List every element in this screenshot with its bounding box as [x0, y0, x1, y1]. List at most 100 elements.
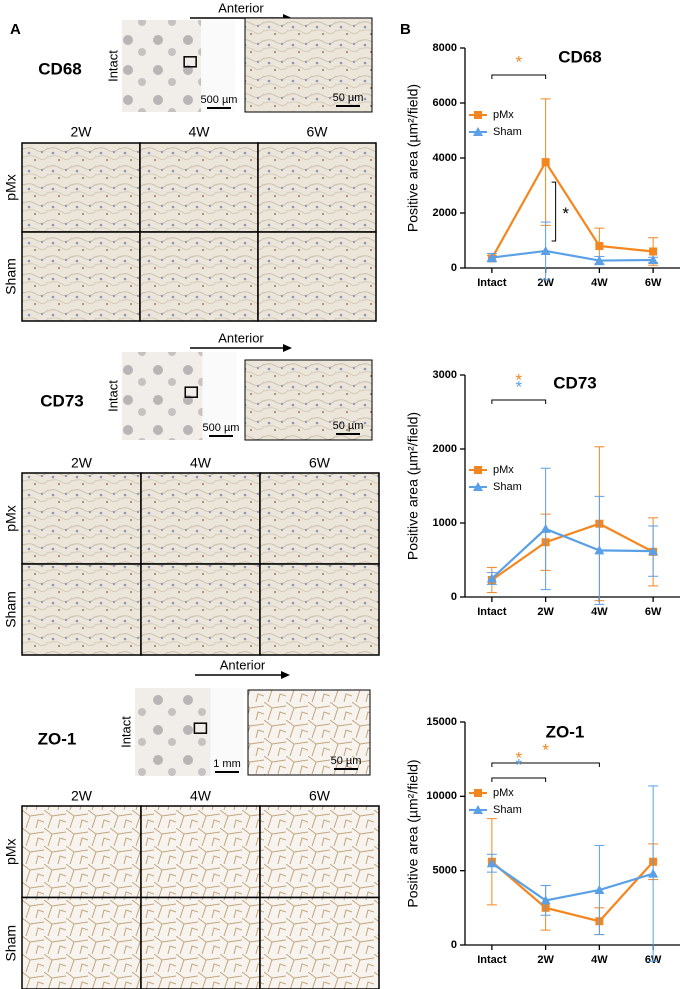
marker-label: ZO-1	[38, 729, 77, 748]
legend-label: Sham	[493, 804, 522, 816]
arrow-head	[281, 671, 290, 679]
column-label: 2W	[71, 124, 93, 140]
micrograph	[21, 896, 142, 989]
column-label: 4W	[190, 455, 212, 471]
data-point	[540, 895, 551, 905]
micrograph	[259, 563, 380, 656]
significance-star: *	[515, 755, 522, 774]
micrograph	[259, 896, 380, 989]
marker-label: CD68	[38, 59, 81, 78]
data-point	[540, 523, 551, 533]
column-label: 2W	[71, 455, 93, 471]
chart-title: CD68	[558, 47, 601, 66]
significance-bracket	[491, 399, 547, 404]
intact-label: Intact	[118, 716, 133, 748]
zoom-box	[183, 56, 197, 68]
legend-marker	[473, 127, 483, 136]
data-point	[486, 252, 497, 262]
series-line	[491, 249, 654, 262]
column-label: 4W	[190, 788, 212, 804]
x-tick-label: Intact	[477, 606, 507, 618]
legend-label: Sham	[493, 126, 522, 138]
y-tick-label: 0	[451, 262, 457, 274]
x-tick-label: 2W	[537, 954, 554, 966]
chart-title: ZO-1	[546, 722, 585, 741]
y-tick-label: 2000	[433, 443, 457, 455]
scale-label: 500 µm	[201, 94, 238, 106]
row-label: pMx	[3, 505, 19, 531]
x-tick-label: Intact	[477, 954, 507, 966]
y-tick-label: 0	[451, 591, 457, 603]
micrograph	[259, 805, 380, 899]
x-tick-label: 4W	[591, 954, 608, 966]
overview-tissue-edge	[201, 20, 235, 112]
micrograph	[257, 231, 377, 322]
intact-label: Intact	[105, 50, 120, 82]
y-axis-label: Positive area (µm²/field)	[405, 759, 421, 907]
legend-marker	[473, 805, 483, 814]
data-point	[594, 545, 605, 555]
y-tick-label: 5000	[433, 865, 457, 877]
series-line	[491, 522, 654, 581]
micrograph	[21, 805, 142, 899]
column-label: 6W	[307, 124, 329, 140]
y-tick-label: 4000	[433, 152, 457, 164]
significance-star: *	[562, 204, 569, 223]
data-point	[648, 868, 659, 878]
direction-label: Anterior	[220, 657, 266, 672]
zoom-image	[244, 359, 373, 441]
panel-label: A	[10, 21, 21, 38]
y-tick-label: 2000	[433, 207, 457, 219]
y-axis-label: Positive area (µm²/field)	[405, 84, 421, 232]
legend-label: pMx	[493, 787, 514, 799]
series-line	[491, 860, 654, 923]
y-axis-label: Positive area (µm²/field)	[405, 412, 421, 560]
y-tick-label: 6000	[433, 97, 457, 109]
column-label: 6W	[309, 788, 331, 804]
column-label: 6W	[309, 455, 331, 471]
y-tick-label: 10000	[426, 790, 457, 802]
y-tick-label: 15000	[426, 716, 457, 728]
y-tick-label: 1000	[433, 517, 457, 529]
overview-tissue-edge	[210, 688, 243, 776]
micrograph	[140, 472, 261, 565]
data-point	[648, 255, 659, 265]
significance-star: *	[542, 740, 549, 759]
panel-label: B	[400, 21, 411, 38]
micrograph	[139, 231, 259, 322]
data-point	[486, 573, 497, 583]
series-line	[491, 527, 654, 580]
data-point	[486, 858, 497, 868]
x-tick-label: 4W	[591, 277, 608, 289]
y-tick-label: 8000	[433, 42, 457, 54]
direction-label: Anterior	[218, 330, 264, 345]
x-tick-label: 4W	[591, 606, 608, 618]
data-point	[594, 255, 605, 265]
marker-label: CD73	[40, 391, 83, 410]
row-label: Sham	[3, 591, 19, 628]
legend-label: pMx	[493, 464, 514, 476]
column-label: 4W	[189, 124, 211, 140]
overview-tissue-edge	[202, 352, 237, 440]
y-tick-label: 0	[451, 939, 457, 951]
data-point	[648, 546, 659, 556]
micrograph	[21, 563, 142, 656]
significance-star: *	[515, 370, 522, 389]
zoom-image	[244, 17, 373, 113]
legend-marker	[473, 482, 483, 491]
data-point	[541, 158, 550, 167]
micrograph	[257, 142, 377, 233]
x-tick-label: 2W	[537, 606, 554, 618]
row-label: pMx	[3, 839, 19, 865]
row-label: pMx	[3, 174, 19, 200]
column-label: 2W	[71, 788, 93, 804]
data-point	[540, 245, 551, 255]
micrograph	[21, 472, 142, 565]
legend-marker	[474, 111, 482, 119]
arrow-head	[283, 344, 292, 352]
x-tick-label: 6W	[645, 606, 662, 618]
micrograph	[21, 231, 141, 322]
zoom-box	[193, 722, 208, 734]
zoom-image	[247, 689, 371, 776]
